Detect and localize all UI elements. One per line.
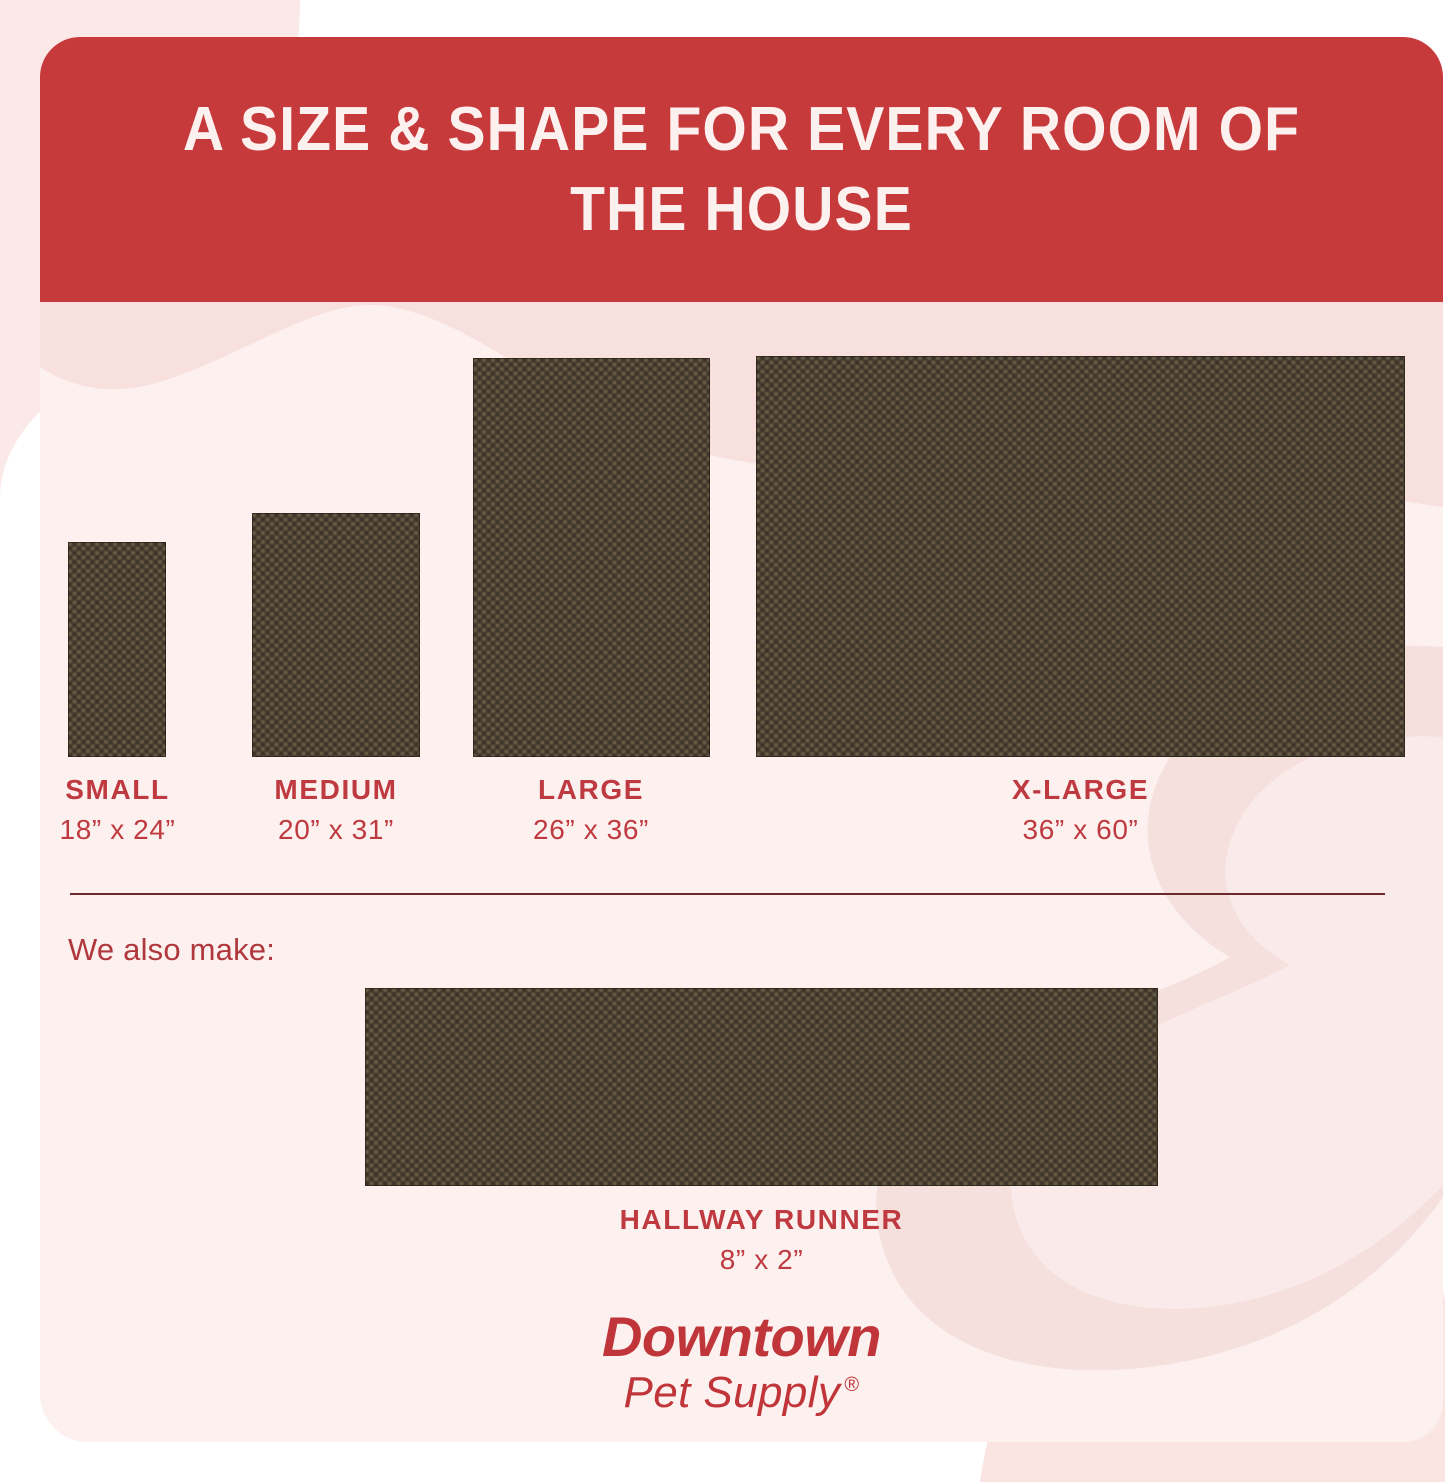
mat-swatch-hallway-runner [365,988,1158,1186]
size-dims-small: 18” x 24” [59,814,176,845]
brand-logo-line1: Downtown [601,1305,882,1368]
registered-trademark-icon: ® [844,1374,860,1397]
mat-swatch-small [68,542,166,757]
header-banner: A SIZE & SHAPE FOR EVERY ROOM OF THE HOU… [40,37,1443,302]
size-name-small: SMALL [65,774,170,805]
section-divider [70,893,1385,895]
size-dims-hallway-runner: 8” x 2” [719,1244,804,1275]
mat-swatch-x-large [756,356,1405,757]
size-dims-x-large: 36” x 60” [1022,814,1139,845]
brand-logo-line2: Pet Supply ® [40,1371,1443,1415]
brand-logo-line2-text: Pet Supply [623,1368,841,1417]
brand-logo: Downtown Pet Supply ® [40,1309,1443,1415]
mat-swatch-large [473,358,710,757]
size-name-medium: MEDIUM [274,774,398,805]
size-name-large: LARGE [538,774,644,805]
size-name-x-large: X-LARGE [1011,774,1150,805]
size-label-medium: MEDIUM 20” x 31” [236,772,436,849]
also-make-label: We also make: [68,932,276,967]
page-title: A SIZE & SHAPE FOR EVERY ROOM OF THE HOU… [182,95,1301,244]
infographic-card: A SIZE & SHAPE FOR EVERY ROOM OF THE HOU… [40,37,1443,1442]
size-name-hallway-runner: HALLWAY RUNNER [619,1204,904,1235]
size-dims-large: 26” x 36” [533,814,649,845]
size-label-small: SMALL 18” x 24” [40,772,195,849]
size-label-large: LARGE 26” x 36” [472,772,710,849]
mat-swatch-medium [252,513,420,757]
size-label-x-large: X-LARGE 36” x 60” [756,772,1405,849]
size-label-hallway-runner: HALLWAY RUNNER 8” x 2” [365,1202,1158,1279]
size-dims-medium: 20” x 31” [278,814,394,845]
